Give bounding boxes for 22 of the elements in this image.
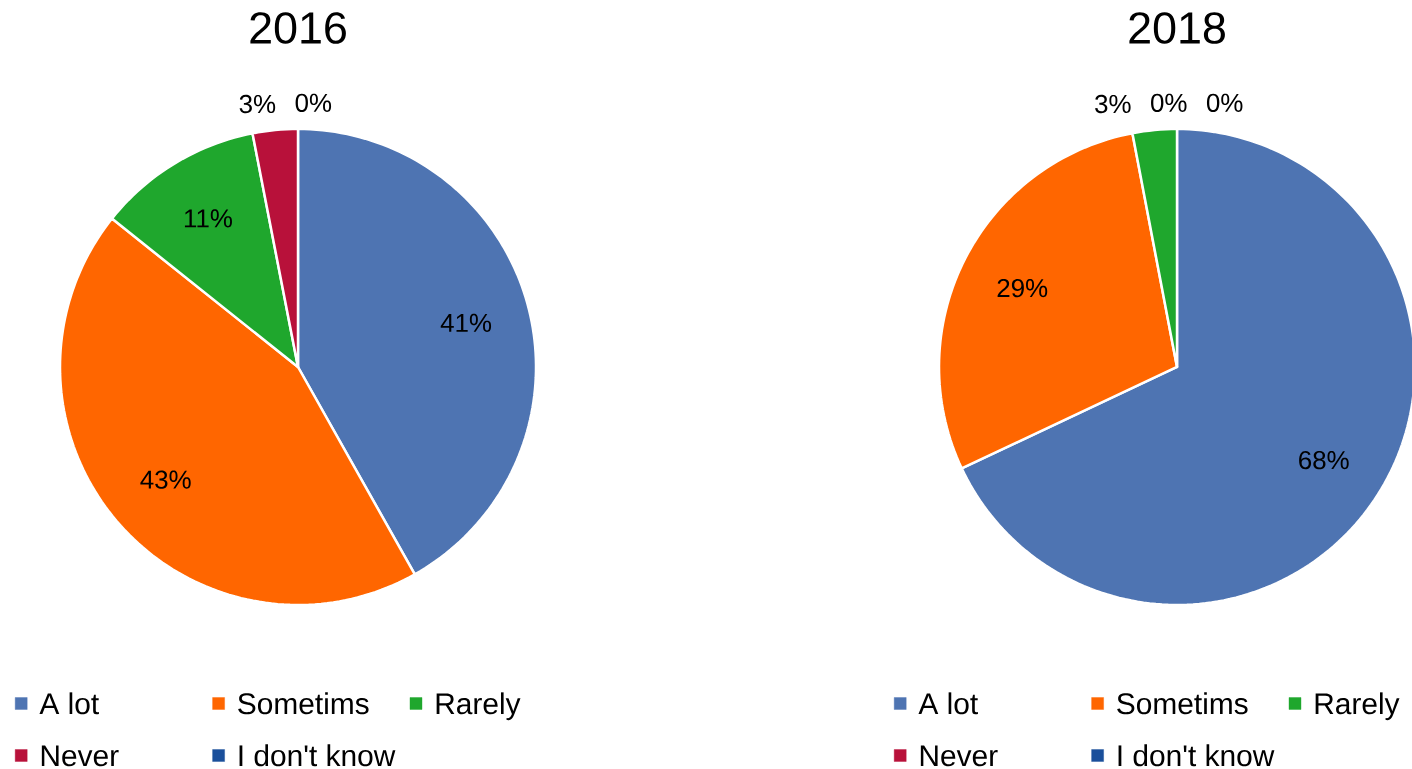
legend-label: Sometims [238,692,369,715]
legend-label: Sometims [1117,692,1248,715]
text: 0% [1151,93,1187,112]
data-label: 3% [1095,94,1131,114]
legend-label: Never [41,745,119,767]
text: 0% [1206,93,1243,112]
legend-label: Rarely [1315,692,1400,721]
data-label: 29% [997,278,1048,298]
chart-title: 2016 [250,12,346,44]
legend-label: A lot [918,692,978,715]
data-label: 43% [140,470,191,489]
legend-label: I don't know [239,744,396,767]
legend-label: Never [920,745,998,767]
data-label: 41% [440,313,492,332]
chart-title: 2018 [1129,12,1225,44]
legend-label: A lot [39,692,99,715]
data-label: 11% [184,209,232,228]
data-label: 68% [1299,450,1349,470]
legend-label: Rarely [436,692,521,721]
legend-label: I don't know [1118,744,1275,767]
text: 0% [295,93,332,112]
data-label: 3% [239,94,276,114]
